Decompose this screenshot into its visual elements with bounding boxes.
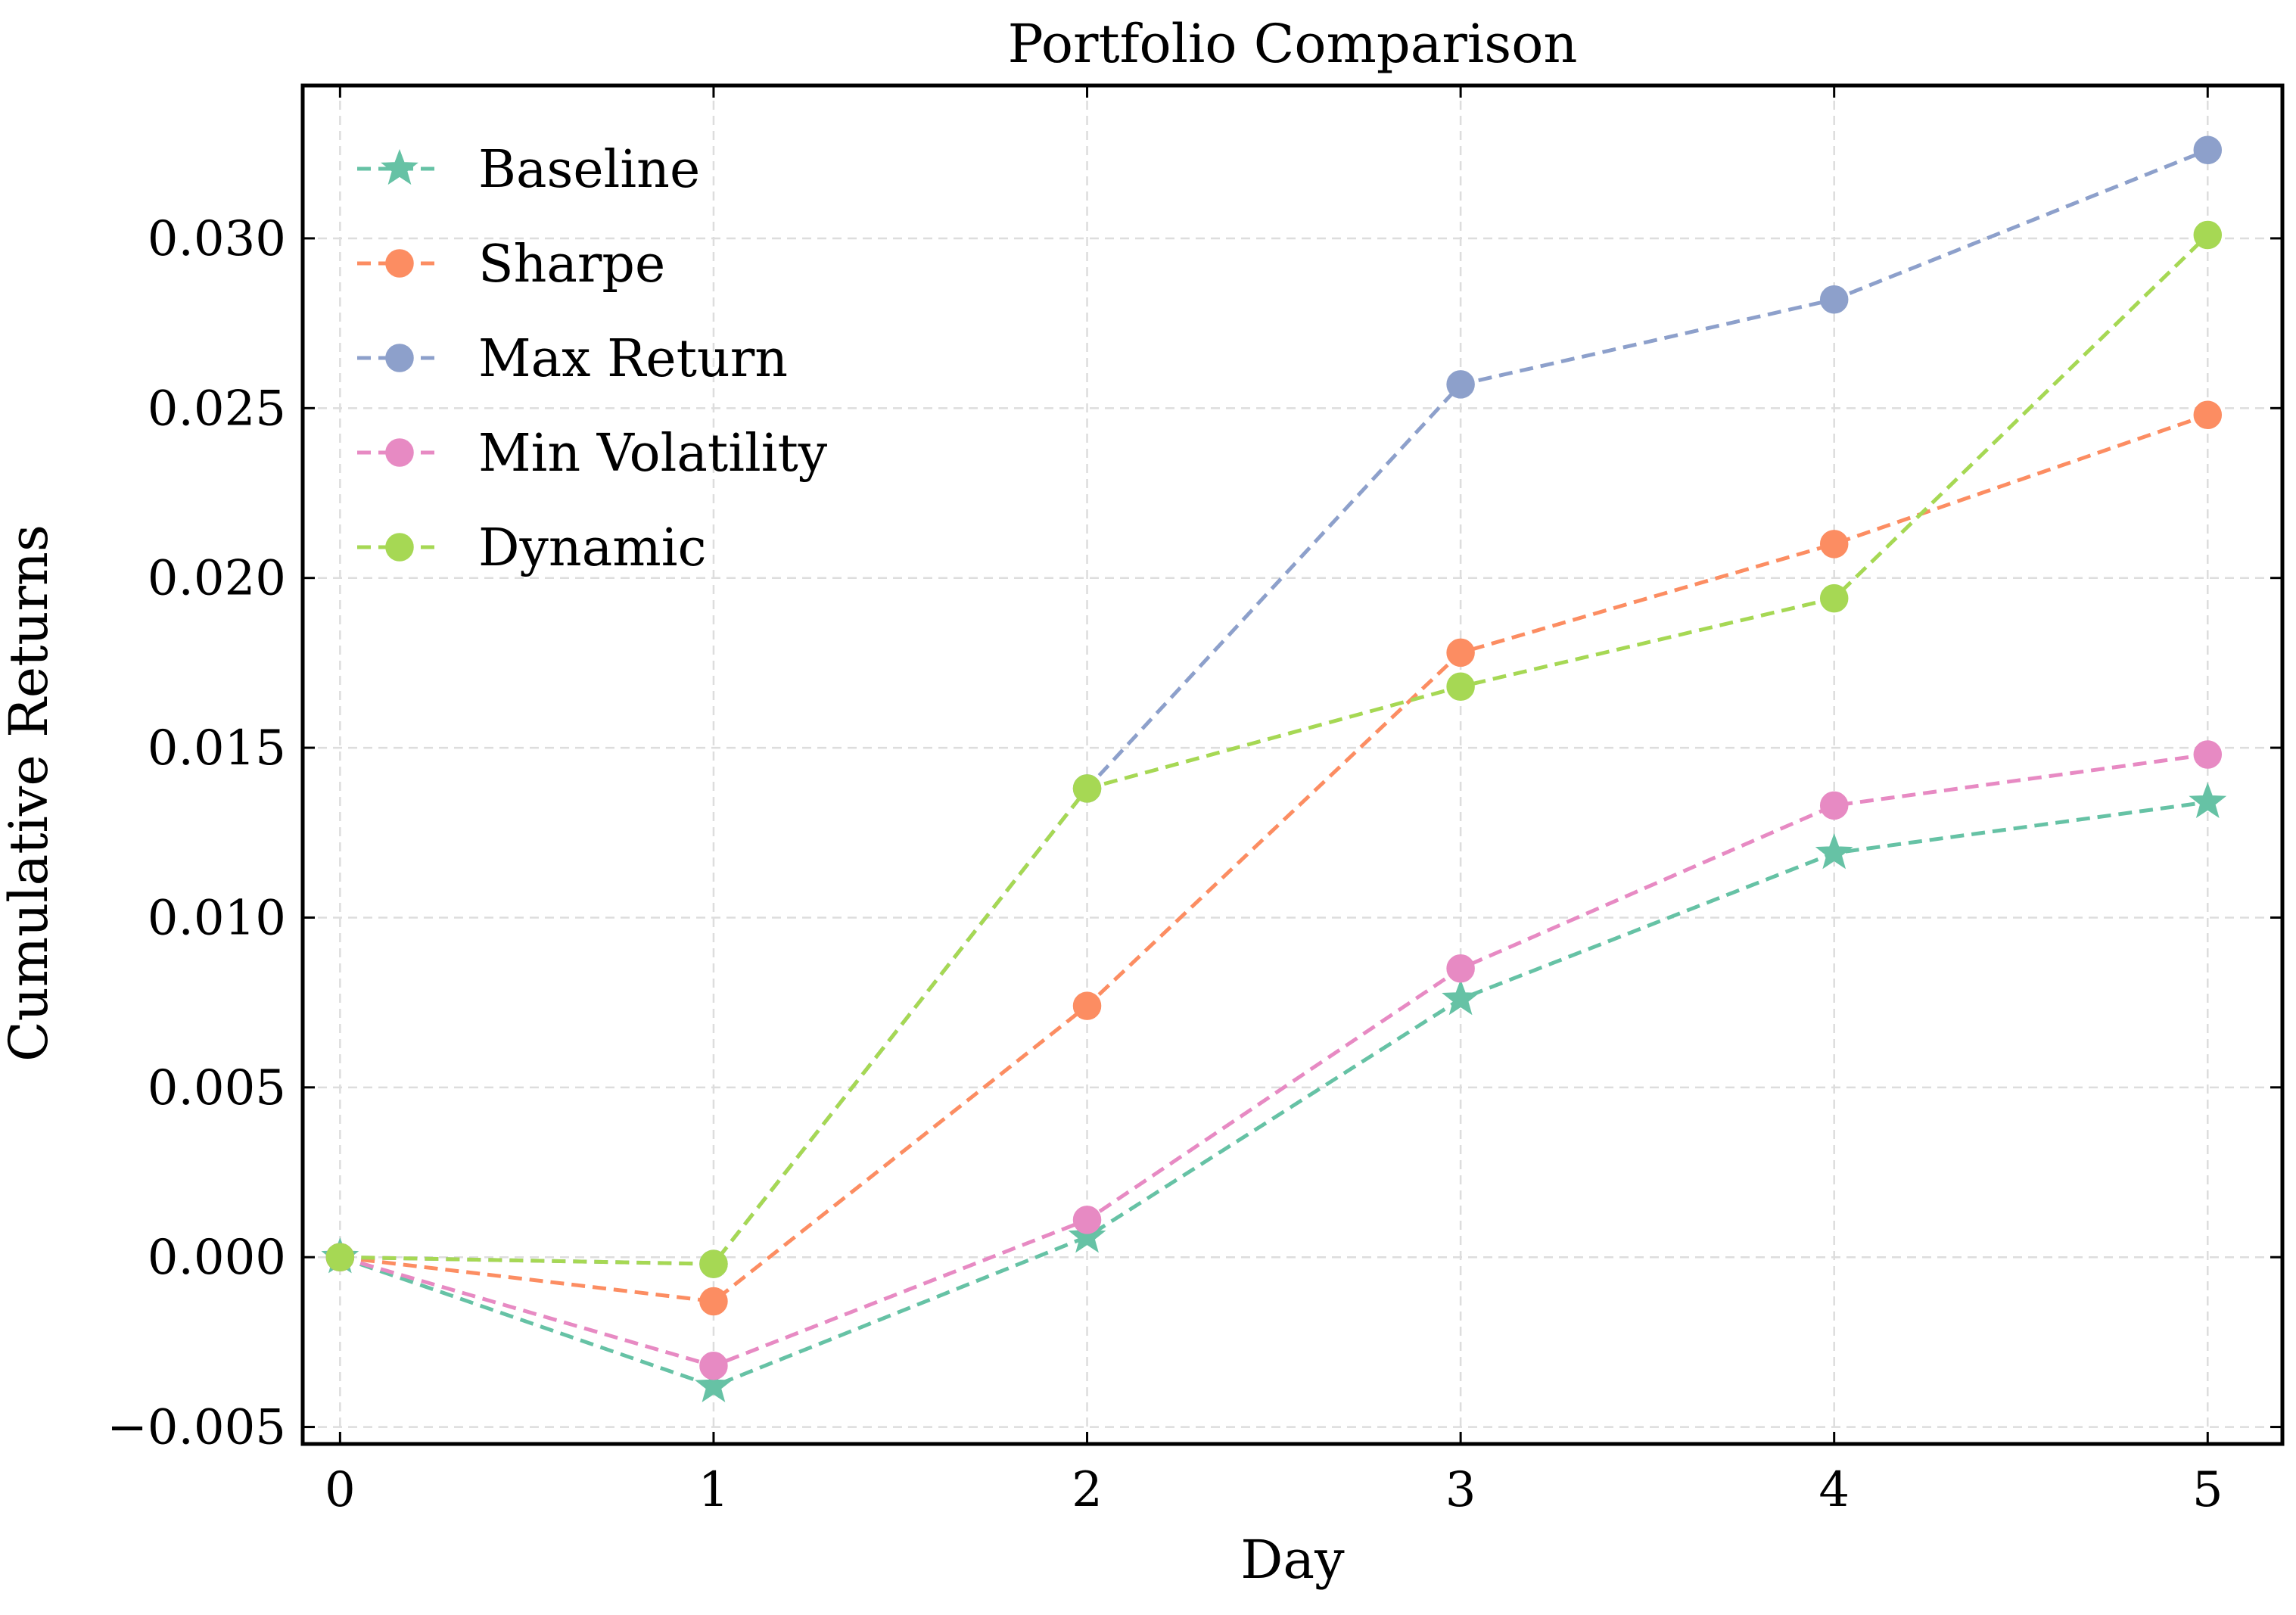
plot-frame [300,83,2285,1446]
x-tick-label: 1 [698,1462,730,1518]
data-point-baseline [2189,782,2227,819]
data-point-sharpe [1446,638,1475,667]
data-point-sharpe [2193,400,2223,430]
series-line-baseline [339,800,2208,1389]
x-axis-label: Day [1240,1529,1345,1591]
data-point-baseline [1815,833,1853,870]
legend-swatch-marker [385,533,414,562]
y-tick-label: 0.010 [148,890,286,946]
legend-label: Min Volatility [478,424,828,484]
data-point-dynamic [699,1249,728,1278]
legend-label: Sharpe [478,235,665,294]
data-point-max-return [1819,285,1849,314]
series-line-dynamic [340,233,2210,1266]
legend-swatch-marker [385,438,414,467]
data-point-baseline [695,1366,733,1402]
data-point-dynamic [1446,672,1475,702]
series-layer [321,135,2227,1402]
data-point-sharpe [699,1287,728,1316]
data-point-dynamic [1819,583,1849,613]
grid [303,86,2282,1444]
y-tick-label: 0.015 [148,720,286,776]
data-point-min-volatility [1819,791,1849,820]
series-line-min-volatility [339,752,2208,1368]
data-point-min-volatility [2193,740,2223,769]
data-point-baseline [1068,1217,1106,1253]
legend-item-min-volatility: Min Volatility [357,424,828,484]
series-dynamic [325,220,2223,1278]
series-baseline [321,782,2227,1402]
data-point-sharpe [1072,991,1102,1020]
legend-swatch-marker [385,344,414,372]
series-line-max-return [340,148,2209,1266]
series-line-sharpe [340,412,2209,1304]
x-tick-label: 4 [1818,1462,1850,1518]
x-tick-label: 0 [325,1462,356,1518]
data-point-min-volatility [1446,954,1475,983]
y-tick-label: −0.005 [107,1400,286,1456]
y-tick-label: 0.000 [148,1230,286,1286]
chart-title: Portfolio Comparison [1008,13,1578,75]
legend-swatch-marker [385,249,414,278]
data-point-dynamic [1072,774,1102,803]
x-tick-label: 2 [1072,1462,1103,1518]
data-point-sharpe [1819,530,1849,559]
data-point-max-return [2193,135,2223,165]
legend-swatch-marker [381,148,418,185]
series-max-return [325,135,2223,1278]
y-tick-label: 0.030 [148,211,286,267]
data-point-dynamic [325,1243,355,1271]
legend-label: Max Return [478,329,788,389]
data-point-max-return [1446,370,1475,399]
x-tick-label: 3 [1445,1462,1476,1518]
data-point-min-volatility [1072,1206,1102,1234]
y-tick-label: 0.005 [148,1060,286,1116]
legend: Baseline Sharpe Max Return Min Volatility Dy… [357,140,828,578]
legend-item-max-return: Max Return [357,329,788,389]
legend-label: Dynamic [478,518,707,578]
y-tick-label: 0.025 [148,381,286,437]
legend-item-dynamic: Dynamic [357,518,707,578]
x-tick-label: 5 [2192,1462,2223,1518]
series-min-volatility [325,740,2223,1380]
ticks: 0 1 2 3 4 5 −0.005 0.000 0.005 0.010 0.015 0.020 0.0… [107,86,2282,1518]
y-tick-label: 0.020 [148,551,286,607]
data-point-min-volatility [699,1352,728,1380]
legend-item-sharpe: Sharpe [357,235,665,294]
y-axis-label: Cumulative Returns [0,524,60,1062]
data-point-baseline [1442,979,1479,1016]
legend-item-baseline: Baseline [357,140,700,200]
data-point-dynamic [2193,220,2223,250]
legend-label: Baseline [478,140,700,200]
